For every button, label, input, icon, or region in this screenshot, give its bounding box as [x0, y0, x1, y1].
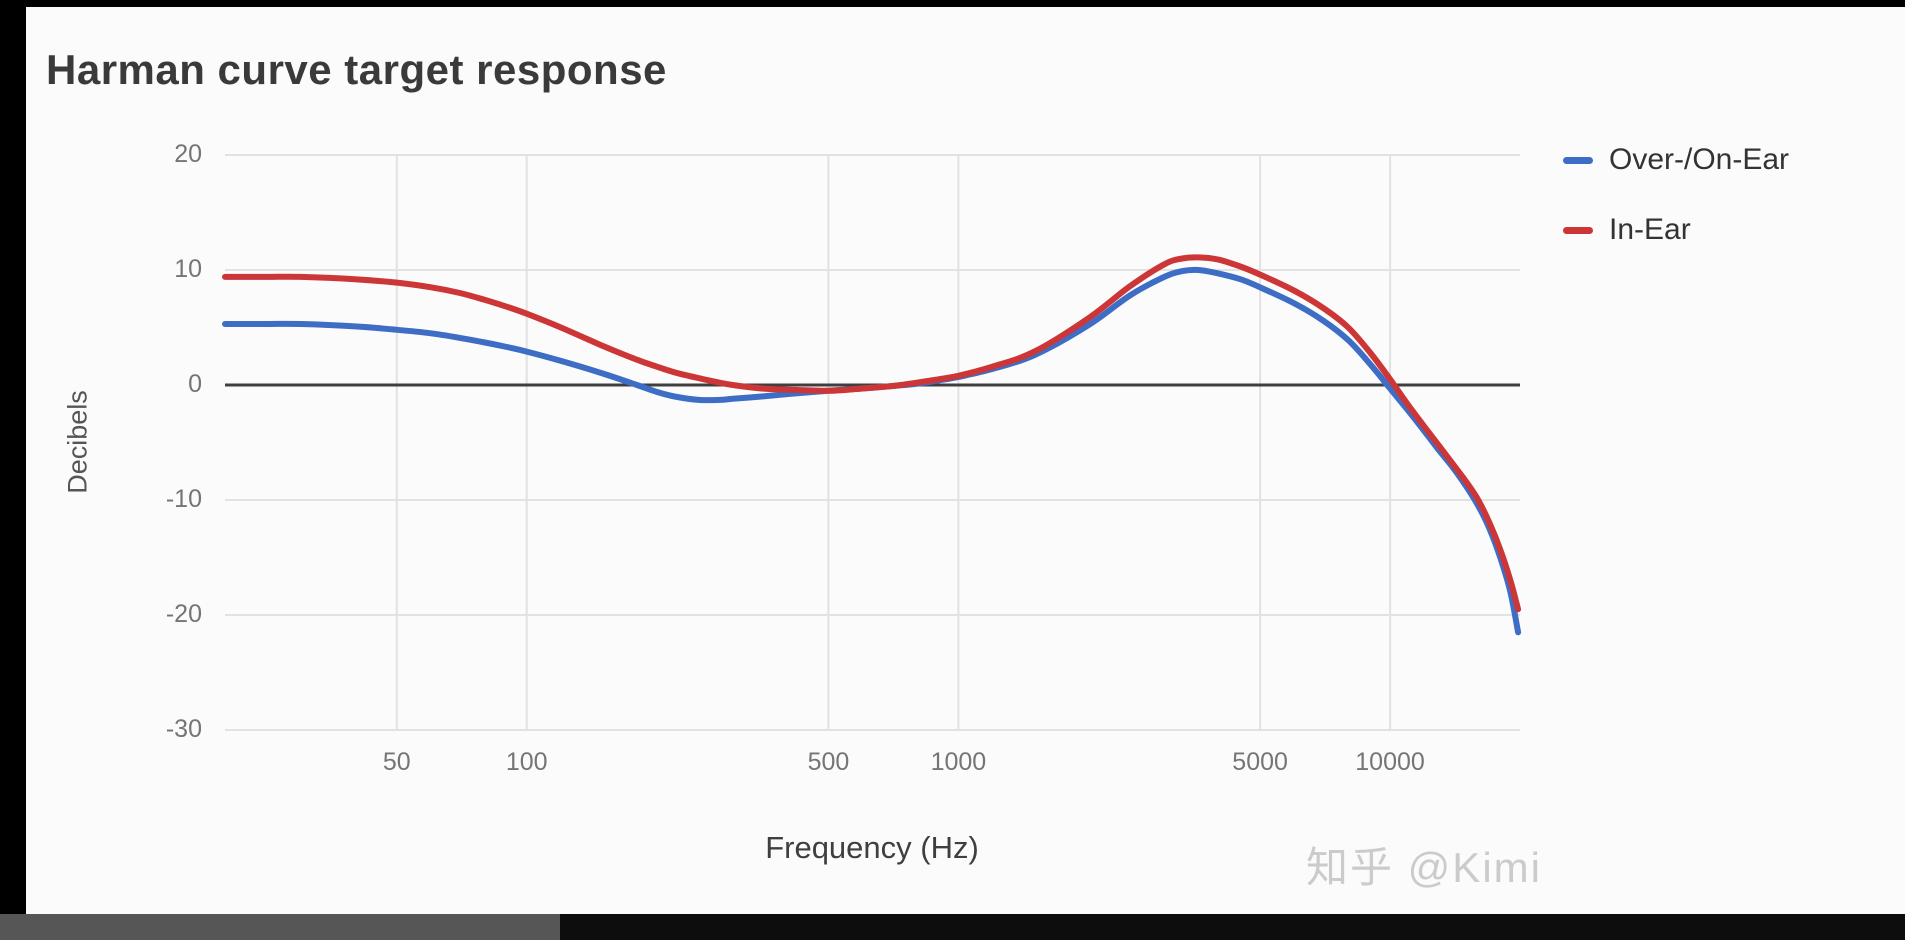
series-line-over-on-ear [222, 266, 1522, 636]
x-axis-title: Frequency (Hz) [765, 830, 979, 865]
y-axis-title: Decibels [62, 390, 93, 494]
legend-label-over-on-ear: Over-/On-Ear [1609, 143, 1790, 176]
legend-swatch-blue [1563, 156, 1593, 164]
chart-title: Harman curve target response [46, 46, 667, 93]
legend-item-over-on-ear: Over-/On-Ear [1563, 140, 1789, 180]
top-black-edge [0, 0, 1905, 7]
bottom-bar-right [560, 914, 1905, 940]
watermark: 知乎 @Kimi [1306, 844, 1542, 891]
left-black-edge [0, 0, 26, 940]
legend-label-in-ear: In-Ear [1609, 213, 1691, 246]
legend-item-in-ear: In-Ear [1563, 210, 1789, 250]
bottom-bar-left [0, 914, 560, 940]
legend: Over-/On-Ear In-Ear [1563, 140, 1789, 250]
series-line-in-ear [222, 254, 1522, 613]
legend-swatch-red [1563, 226, 1593, 234]
